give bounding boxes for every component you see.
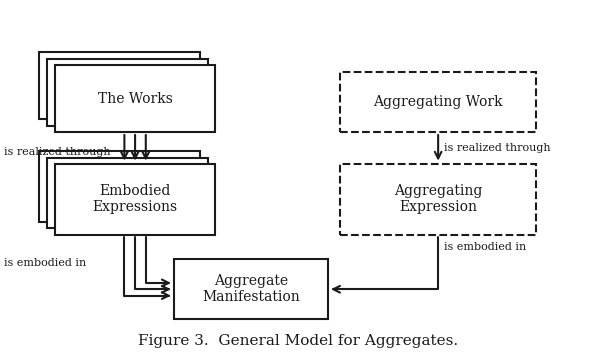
Text: Embodied
Expressions: Embodied Expressions [93,184,178,214]
Text: is embodied in: is embodied in [444,242,527,252]
FancyBboxPatch shape [55,164,216,235]
FancyBboxPatch shape [340,164,536,235]
Text: The Works: The Works [98,91,173,105]
Text: Aggregating
Expression: Aggregating Expression [394,184,482,214]
Text: is embodied in: is embodied in [4,258,87,268]
Text: Aggregate
Manifestation: Aggregate Manifestation [202,274,300,304]
Text: is realized through: is realized through [444,143,550,153]
FancyBboxPatch shape [39,151,200,222]
Text: Aggregating Work: Aggregating Work [373,95,503,109]
FancyBboxPatch shape [39,52,200,119]
Text: Figure 3.  General Model for Aggregates.: Figure 3. General Model for Aggregates. [139,334,458,347]
FancyBboxPatch shape [174,259,328,319]
FancyBboxPatch shape [340,72,536,132]
FancyBboxPatch shape [55,65,216,132]
FancyBboxPatch shape [47,157,208,228]
FancyBboxPatch shape [47,59,208,126]
Text: is realized through: is realized through [4,147,111,157]
